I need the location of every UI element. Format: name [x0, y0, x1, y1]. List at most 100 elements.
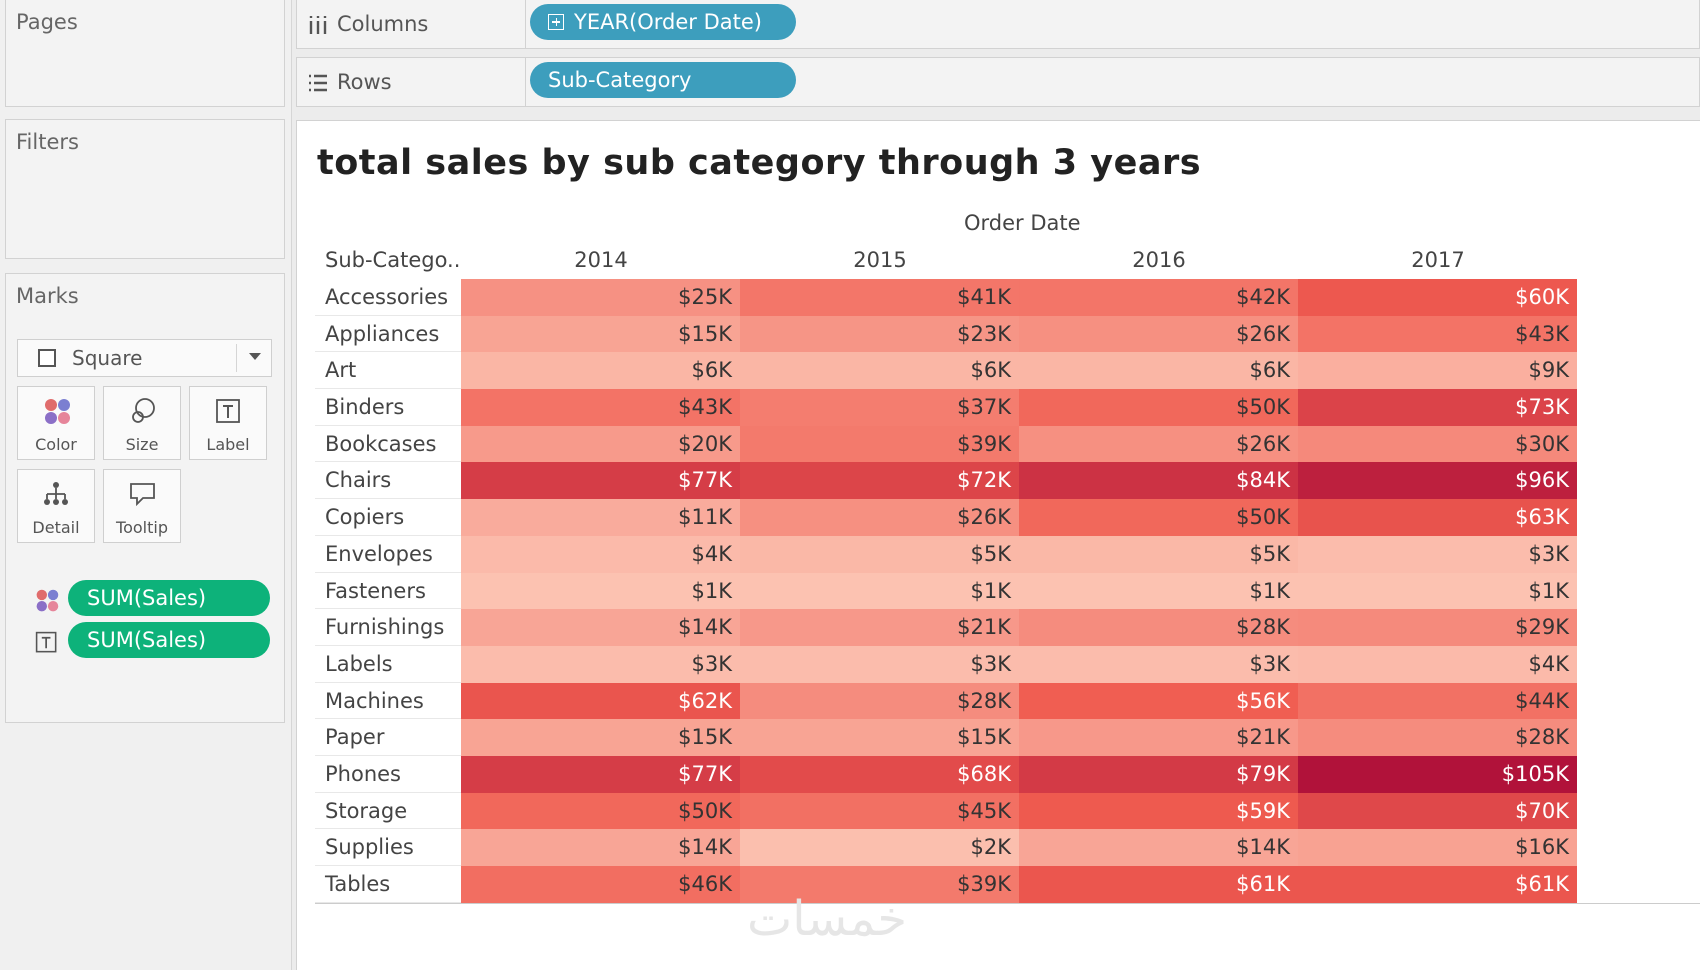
heatmap-cell[interactable]: $84K [1019, 462, 1298, 500]
heatmap-cell[interactable]: $11K [461, 499, 740, 536]
row-header-bookcases[interactable]: Bookcases [315, 426, 461, 463]
size-button[interactable]: Size [103, 386, 181, 460]
heatmap-cell[interactable]: $28K [1298, 719, 1577, 756]
heatmap-cell[interactable]: $9K [1298, 352, 1577, 390]
column-field-header[interactable]: Order Date [964, 211, 1081, 235]
sub-category-pill[interactable]: Sub-Category [530, 62, 796, 98]
heatmap-cell[interactable]: $42K [1019, 279, 1298, 316]
chevron-down-icon[interactable] [249, 353, 261, 360]
row-header-binders[interactable]: Binders [315, 389, 461, 426]
viz-title[interactable]: total sales by sub category through 3 ye… [317, 143, 1202, 183]
detail-button[interactable]: Detail [17, 469, 95, 543]
row-header-machines[interactable]: Machines [315, 683, 461, 720]
heatmap-cell[interactable]: $3K [461, 645, 740, 683]
heatmap-cell[interactable]: $70K [1298, 792, 1577, 830]
heatmap-cell[interactable]: $1K [461, 572, 740, 610]
row-field-header[interactable]: Sub-Catego.. [325, 248, 461, 272]
row-header-fasteners[interactable]: Fasteners [315, 573, 461, 610]
row-header-labels[interactable]: Labels [315, 646, 461, 683]
row-header-copiers[interactable]: Copiers [315, 499, 461, 536]
heatmap-cell[interactable]: $6K [740, 352, 1019, 390]
heatmap-cell[interactable]: $1K [740, 572, 1019, 610]
row-header-accessories[interactable]: Accessories [315, 279, 461, 316]
row-header-furnishings[interactable]: Furnishings [315, 609, 461, 646]
heatmap-cell[interactable]: $63K [1298, 499, 1577, 536]
heatmap-cell[interactable]: $21K [740, 609, 1019, 646]
row-header-envelopes[interactable]: Envelopes [315, 536, 461, 573]
heatmap-cell[interactable]: $30K [1298, 425, 1577, 463]
heatmap-cell[interactable]: $25K [461, 279, 740, 316]
heatmap-cell[interactable]: $77K [461, 462, 740, 500]
heatmap-cell[interactable]: $79K [1019, 755, 1298, 793]
heatmap-cell[interactable]: $15K [740, 719, 1019, 756]
heatmap-cell[interactable]: $3K [1298, 535, 1577, 573]
heatmap-cell[interactable]: $2K [740, 829, 1019, 866]
heatmap-cell[interactable]: $5K [1019, 535, 1298, 573]
heatmap-cell[interactable]: $4K [1298, 645, 1577, 683]
heatmap-cell[interactable]: $14K [461, 609, 740, 646]
heatmap-cell[interactable]: $26K [1019, 315, 1298, 353]
heatmap-cell[interactable]: $50K [1019, 499, 1298, 536]
heatmap-cell[interactable]: $21K [1019, 719, 1298, 756]
heatmap-cell[interactable]: $72K [740, 462, 1019, 500]
heatmap-cell[interactable]: $45K [740, 792, 1019, 830]
heatmap-cell[interactable]: $1K [1298, 572, 1577, 610]
heatmap-cell[interactable]: $1K [1019, 572, 1298, 610]
heatmap-cell[interactable]: $37K [740, 389, 1019, 426]
row-header-art[interactable]: Art [315, 352, 461, 390]
heatmap-cell[interactable]: $46K [461, 866, 740, 903]
heatmap-cell[interactable]: $50K [461, 792, 740, 830]
heatmap-cell[interactable]: $50K [1019, 389, 1298, 426]
expand-plus-icon[interactable] [548, 14, 564, 30]
color-button[interactable]: Color [17, 386, 95, 460]
heatmap-cell[interactable]: $6K [461, 352, 740, 390]
heatmap-cell[interactable]: $77K [461, 755, 740, 793]
label-button[interactable]: Label [189, 386, 267, 460]
row-header-paper[interactable]: Paper [315, 719, 461, 756]
row-header-appliances[interactable]: Appliances [315, 316, 461, 353]
heatmap-cell[interactable]: $14K [461, 829, 740, 866]
heatmap-cell[interactable]: $39K [740, 425, 1019, 463]
pages-card[interactable]: Pages [5, 0, 285, 107]
heatmap-cell[interactable]: $43K [461, 389, 740, 426]
heatmap-cell[interactable]: $4K [461, 535, 740, 573]
heatmap-cell[interactable]: $28K [740, 682, 1019, 720]
heatmap-cell[interactable]: $105K [1298, 755, 1577, 793]
heatmap-cell[interactable]: $6K [1019, 352, 1298, 390]
column-header-2014[interactable]: 2014 [574, 248, 628, 272]
mark-type-dropdown[interactable]: Square [17, 339, 272, 377]
column-header-2016[interactable]: 2016 [1132, 248, 1186, 272]
heatmap-cell[interactable]: $28K [1019, 609, 1298, 646]
filters-card[interactable]: Filters [5, 119, 285, 259]
heatmap-cell[interactable]: $73K [1298, 389, 1577, 426]
heatmap-cell[interactable]: $15K [461, 315, 740, 353]
row-header-tables[interactable]: Tables [315, 866, 461, 903]
heatmap-cell[interactable]: $26K [740, 499, 1019, 536]
heatmap-cell[interactable]: $15K [461, 719, 740, 756]
heatmap-cell[interactable]: $20K [461, 425, 740, 463]
heatmap-cell[interactable]: $23K [740, 315, 1019, 353]
row-header-chairs[interactable]: Chairs [315, 462, 461, 500]
row-header-supplies[interactable]: Supplies [315, 829, 461, 866]
heatmap-cell[interactable]: $39K [740, 866, 1019, 903]
heatmap-cell[interactable]: $61K [1019, 866, 1298, 903]
heatmap-cell[interactable]: $56K [1019, 682, 1298, 720]
columns-shelf[interactable]: Columns YEAR(Order Date) [296, 0, 1700, 49]
heatmap-cell[interactable]: $61K [1298, 866, 1577, 903]
heatmap-cell[interactable]: $43K [1298, 315, 1577, 353]
label-sum-sales-pill[interactable]: SUM(Sales) [68, 622, 270, 658]
tooltip-button[interactable]: Tooltip [103, 469, 181, 543]
column-header-2017[interactable]: 2017 [1411, 248, 1465, 272]
row-header-phones[interactable]: Phones [315, 756, 461, 793]
column-header-2015[interactable]: 2015 [853, 248, 907, 272]
heatmap-cell[interactable]: $60K [1298, 279, 1577, 316]
row-header-storage[interactable]: Storage [315, 793, 461, 830]
heatmap-cell[interactable]: $3K [1019, 645, 1298, 683]
heatmap-cell[interactable]: $16K [1298, 829, 1577, 866]
heatmap-cell[interactable]: $26K [1019, 425, 1298, 463]
heatmap-cell[interactable]: $5K [740, 535, 1019, 573]
rows-shelf[interactable]: Rows Sub-Category [296, 57, 1700, 107]
heatmap-cell[interactable]: $29K [1298, 609, 1577, 646]
heatmap-cell[interactable]: $41K [740, 279, 1019, 316]
color-sum-sales-pill[interactable]: SUM(Sales) [68, 580, 270, 616]
